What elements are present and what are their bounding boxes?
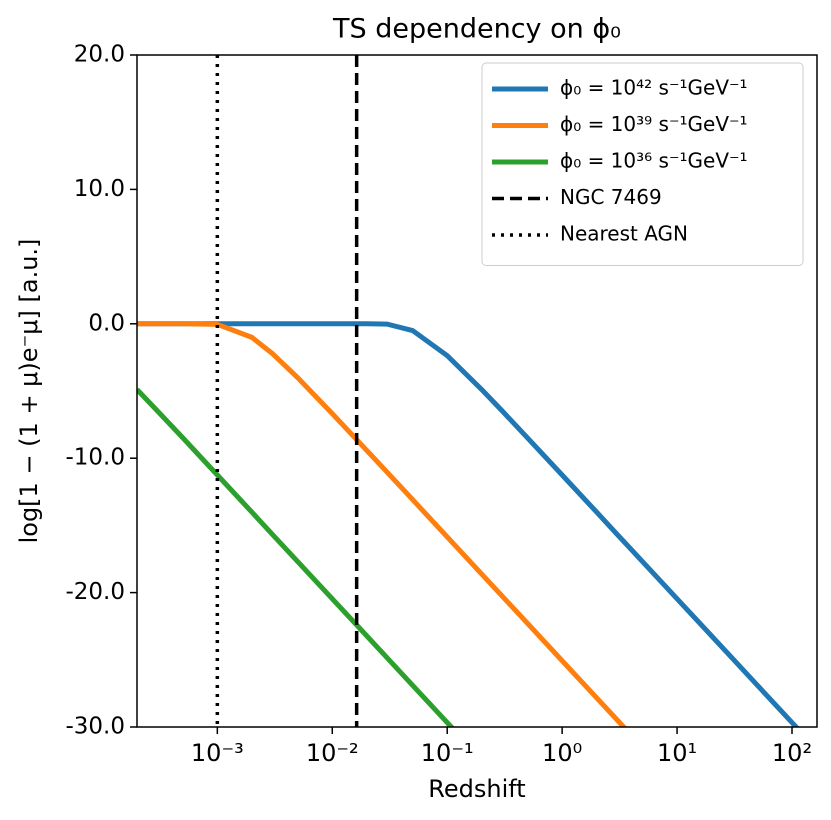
plot-frame	[136, 54, 818, 728]
legend-label: Nearest AGN	[560, 222, 688, 246]
series-line	[137, 387, 455, 727]
x-tick-label: 10⁰	[542, 739, 582, 767]
x-tick-label: 10²	[772, 739, 812, 767]
y-tick-label: -20.0	[65, 579, 125, 605]
legend-label: ϕ₀ = 10⁴² s⁻¹GeV⁻¹	[560, 76, 748, 100]
y-tick-label: -10.0	[65, 445, 125, 471]
x-tick-label: 10¹	[657, 739, 697, 767]
y-tick-label: -30.0	[65, 714, 125, 740]
legend-label: NGC 7469	[560, 185, 662, 209]
plot-area	[137, 55, 800, 727]
x-axis-label: Redshift	[428, 775, 525, 803]
y-axis-label: log[1 − (1 + μ)e⁻μ] [a.u.]	[15, 239, 43, 544]
legend-box	[481, 62, 804, 266]
series-line	[137, 321, 800, 727]
legend-label: ϕ₀ = 10³⁹ s⁻¹GeV⁻¹	[560, 112, 748, 136]
y-tick-label: 10.0	[74, 176, 125, 202]
x-tick-label: 10⁻³	[191, 739, 244, 767]
y-tick-label: 20.0	[74, 42, 125, 68]
series-line	[137, 321, 628, 727]
chart-title: TS dependency on ϕ₀	[332, 14, 621, 45]
x-tick-label: 10⁻¹	[421, 739, 474, 767]
legend-label: ϕ₀ = 10³⁶ s⁻¹GeV⁻¹	[560, 149, 748, 173]
x-tick-label: 10⁻²	[306, 739, 359, 767]
y-tick-label: 0.0	[88, 310, 125, 336]
